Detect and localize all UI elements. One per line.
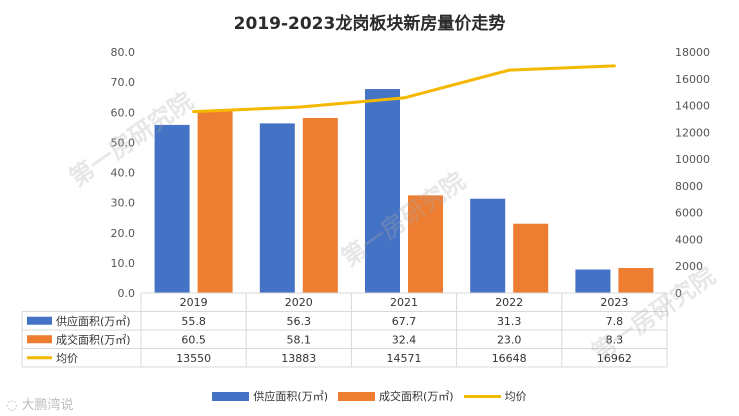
- y-right-tick-label: 10000: [675, 153, 710, 166]
- table-cell: 7.8: [606, 315, 624, 328]
- y-left-tick-label: 20.0: [111, 227, 136, 240]
- bar-supply-2020: [259, 123, 295, 294]
- bar-supply-2023: [575, 269, 611, 293]
- y-left-tick-label: 50.0: [111, 136, 136, 149]
- bar-supply-2021: [365, 89, 400, 294]
- bar-supply-2022: [470, 198, 506, 293]
- y-right-tick-label: 6000: [675, 207, 703, 220]
- price-point-2023: [612, 64, 616, 68]
- y-right-tick-label: 0: [675, 287, 682, 300]
- table-cell: 23.0: [497, 333, 522, 346]
- y-left-tick-label: 40.0: [111, 167, 136, 180]
- y-right-tick-label: 12000: [675, 126, 710, 139]
- price-point-2019: [192, 110, 196, 114]
- brand-text: 大鹏湾说: [21, 398, 74, 413]
- bar-deal-2021: [408, 195, 443, 293]
- y-right-tick-label: 16000: [675, 73, 710, 86]
- legend-item-supply: 供应面积(万㎡): [212, 388, 328, 404]
- table-cell: 14571: [387, 352, 422, 365]
- table-header-2021: 2021: [390, 296, 418, 309]
- table-cell: 13550: [176, 352, 211, 365]
- y-left-tick-label: 80.0: [111, 46, 136, 59]
- bar-deal-2023: [618, 267, 654, 293]
- table-cell: 16962: [597, 352, 632, 365]
- table-row-label: 均价: [56, 352, 78, 365]
- price-line: [193, 64, 615, 114]
- table-cell: 31.3: [497, 315, 522, 328]
- table-cell: 67.7: [392, 315, 417, 328]
- chart-legend: 供应面积(万㎡) 成交面积(万㎡) 均价: [0, 388, 739, 404]
- legend-swatch-price: [463, 394, 501, 398]
- bar-deal-2019: [197, 110, 233, 294]
- brand-logo-icon: ◌: [6, 398, 18, 413]
- table-key-1: [27, 335, 52, 344]
- legend-label-price: 均价: [504, 390, 527, 403]
- table-header-2019: 2019: [180, 296, 208, 309]
- legend-label-deal: 成交面积(万㎡): [379, 390, 454, 403]
- table-cell: 56.3: [287, 315, 312, 328]
- legend-label-supply: 供应面积(万㎡): [253, 390, 328, 403]
- legend-swatch-deal: [338, 391, 375, 401]
- table-cell: 58.1: [287, 333, 312, 346]
- y-left-tick-label: 60.0: [111, 106, 136, 119]
- y-right-tick-label: 2000: [675, 260, 703, 273]
- bar-supply-2019: [154, 124, 190, 293]
- price-point-2022: [507, 68, 511, 72]
- table-cell: 55.8: [181, 315, 206, 328]
- price-point-2020: [297, 105, 301, 109]
- table-cell: 32.4: [392, 333, 417, 346]
- y-right-tick-label: 14000: [675, 100, 710, 113]
- bar-deal-2020: [302, 117, 338, 293]
- y-right-tick-label: 18000: [675, 46, 710, 59]
- table-cell: 60.5: [181, 333, 206, 346]
- table-row-label: 成交面积(万㎡): [56, 332, 131, 346]
- y-left-tick-label: 0.0: [118, 287, 136, 300]
- bar-deal-2022: [513, 223, 549, 293]
- y-right-tick-label: 4000: [675, 233, 703, 246]
- table-row-label: 供应面积(万㎡): [56, 314, 131, 328]
- y-right-tick-label: 8000: [675, 180, 703, 193]
- y-left-tick-label: 30.0: [111, 197, 136, 210]
- price-point-2021: [402, 96, 406, 100]
- brand-watermark: ◌ 大鹏湾说: [6, 394, 74, 413]
- y-left-tick-label: 70.0: [111, 76, 136, 89]
- chart-title: 2019-2023龙岗板块新房量价走势: [233, 14, 506, 34]
- y-left-tick-label: 10.0: [111, 257, 136, 270]
- table-key-0: [27, 316, 52, 325]
- table-header-2022: 2022: [495, 296, 523, 309]
- table-cell: 16648: [492, 352, 527, 365]
- table-header-2023: 2023: [600, 296, 628, 309]
- table-cell: 8.3: [606, 333, 624, 346]
- table-cell: 13883: [281, 352, 316, 365]
- legend-swatch-supply: [212, 391, 250, 401]
- table-header-2020: 2020: [285, 296, 313, 309]
- legend-item-price: 均价: [463, 388, 527, 404]
- legend-item-deal: 成交面积(万㎡): [338, 388, 454, 404]
